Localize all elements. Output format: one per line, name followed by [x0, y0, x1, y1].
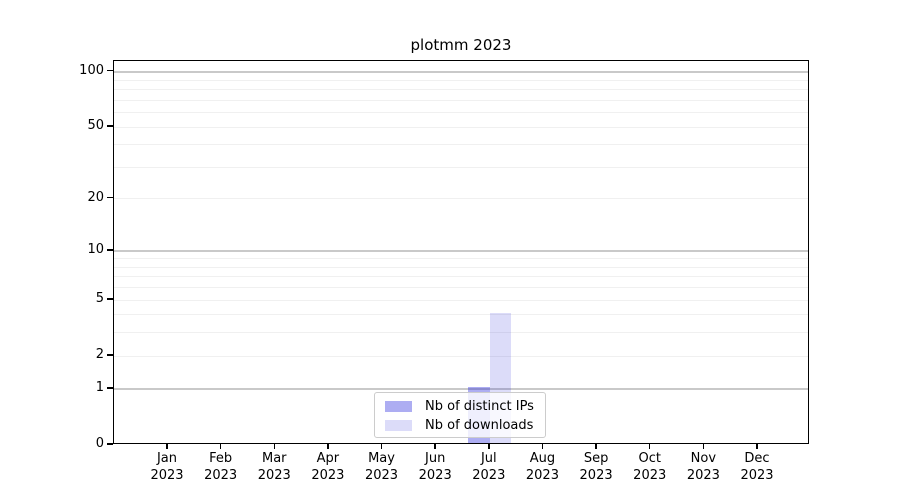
x-tick-mark [541, 444, 544, 449]
distinct-ips-swatch [385, 400, 412, 412]
x-tick-mark [434, 444, 436, 449]
x-tick-month: Oct [638, 451, 661, 466]
minor-gridline [114, 89, 808, 91]
x-tick-year: 2023 [740, 467, 774, 483]
chart-title: plotmm 2023 [410, 36, 512, 54]
minor-gridline [114, 332, 808, 334]
legend-label-distinct-ips: Nb of distinct IPs [425, 398, 534, 414]
x-tick-month: Aug [529, 451, 556, 466]
x-tick-label: Sep 2023 [564, 451, 628, 484]
y-tick-label: 50 [87, 118, 104, 134]
x-tick-label: Mar 2023 [242, 451, 306, 484]
x-tick-label: Apr 2023 [296, 451, 360, 484]
x-tick-year: 2023 [364, 467, 399, 483]
x-tick-month: Apr [316, 451, 340, 466]
minor-gridline [114, 266, 808, 268]
y-tick-label: 10 [87, 242, 104, 258]
y-tick-label: 0 [95, 436, 104, 451]
y-tick-mark [107, 249, 113, 251]
y-tick-mark [107, 298, 113, 300]
y-tick-label: 100 [79, 62, 104, 78]
x-tick-month: May [368, 451, 395, 466]
x-tick-mark [595, 444, 597, 449]
x-tick-label: Feb 2023 [189, 451, 253, 484]
y-tick-mark [107, 354, 113, 356]
y-tick-label: 20 [87, 189, 104, 205]
minor-gridline [114, 198, 808, 200]
downloads-swatch [385, 419, 412, 431]
minor-gridline [114, 126, 808, 128]
x-tick-mark [702, 444, 705, 449]
y-tick-label: 1 [95, 379, 104, 395]
y-tick-mark [107, 197, 113, 199]
x-tick-month: Dec [744, 451, 770, 466]
x-tick-month: Jun [425, 451, 446, 466]
x-tick-mark [380, 444, 383, 449]
minor-gridline [114, 314, 808, 316]
minor-gridline [114, 276, 808, 278]
y-tick-mark [107, 70, 113, 72]
x-tick-mark [327, 444, 329, 449]
x-tick-month: Jan [156, 451, 178, 466]
minor-gridline [114, 112, 808, 114]
x-tick-label: Nov 2023 [671, 451, 735, 484]
x-tick-mark [273, 444, 275, 449]
x-tick-month: Mar [262, 451, 287, 466]
plot-area: Nb of distinct IPs Nb of downloads [113, 60, 809, 444]
x-tick-year: 2023 [579, 467, 613, 483]
x-tick-label: Jan 2023 [135, 451, 199, 484]
minor-gridline [114, 79, 808, 81]
major-gridline [114, 388, 808, 390]
x-tick-label: Aug 2023 [510, 451, 574, 484]
minor-gridline [114, 299, 808, 301]
x-tick-month: Nov [690, 451, 717, 466]
x-tick-label: Dec 2023 [725, 451, 789, 484]
x-tick-year: 2023 [686, 467, 720, 483]
x-tick-mark [166, 444, 168, 449]
x-tick-year: 2023 [418, 467, 452, 483]
x-tick-mark [756, 444, 758, 449]
y-tick-label: 2 [95, 347, 104, 363]
x-tick-year: 2023 [472, 467, 506, 483]
x-tick-year: 2023 [257, 467, 291, 483]
x-tick-mark [219, 444, 222, 449]
x-tick-month: Feb [209, 451, 233, 466]
minor-gridline [114, 144, 808, 146]
y-tick-mark [107, 125, 113, 127]
x-tick-year: 2023 [204, 467, 238, 483]
major-gridline [114, 71, 808, 73]
x-tick-mark [488, 444, 490, 449]
y-tick-mark [107, 443, 113, 445]
y-tick-label: 5 [95, 291, 104, 307]
x-tick-label: Jun 2023 [403, 451, 467, 484]
legend-label-downloads: Nb of downloads [425, 417, 534, 433]
x-tick-month: Jul [480, 451, 497, 466]
x-tick-month: Sep [583, 451, 609, 466]
x-tick-year: 2023 [633, 467, 667, 483]
x-tick-year: 2023 [311, 467, 345, 483]
x-tick-label: Oct 2023 [618, 451, 682, 484]
y-tick-mark [107, 387, 113, 389]
legend-item-downloads: Nb of downloads [385, 417, 545, 433]
x-tick-mark [649, 444, 651, 449]
major-gridline [114, 250, 808, 252]
x-tick-year: 2023 [525, 467, 559, 483]
minor-gridline [114, 99, 808, 101]
x-tick-label: Jul 2023 [457, 451, 521, 484]
minor-gridline [114, 355, 808, 357]
minor-gridline [114, 166, 808, 168]
minor-gridline [114, 287, 808, 289]
legend-item-distinct-ips: Nb of distinct IPs [385, 398, 545, 414]
x-tick-label: May 2023 [350, 451, 414, 484]
minor-gridline [114, 258, 808, 260]
legend: Nb of distinct IPs Nb of downloads [374, 392, 546, 438]
x-tick-year: 2023 [150, 467, 184, 483]
